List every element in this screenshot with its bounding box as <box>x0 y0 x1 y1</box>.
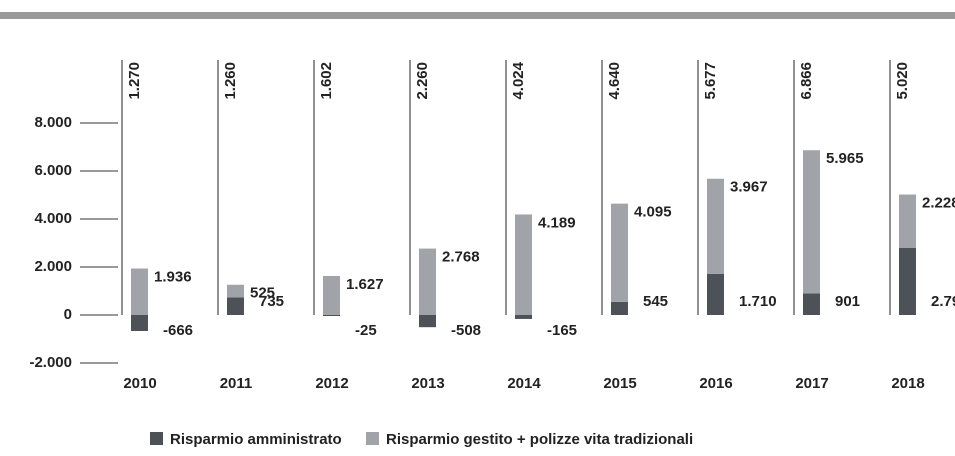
x-tick-label: 2018 <box>891 375 924 392</box>
bar <box>515 315 532 319</box>
bar <box>323 275 340 315</box>
data-label: -165 <box>547 322 577 339</box>
total-label: 6.866 <box>798 62 815 100</box>
x-tick-label: 2012 <box>315 375 348 392</box>
total-label: 1.270 <box>126 62 143 100</box>
data-label: 545 <box>643 293 668 310</box>
x-tick-label: 2016 <box>699 375 732 392</box>
legend-label: Risparmio amministrato <box>170 431 342 448</box>
y-tick-label: 8.000 <box>34 114 72 131</box>
x-tick-label: 2015 <box>603 375 636 392</box>
x-tick-label: 2013 <box>411 375 444 392</box>
total-label: 4.640 <box>606 62 623 100</box>
bar <box>419 315 436 328</box>
data-label: 4.189 <box>538 214 576 231</box>
total-label: 2.260 <box>414 62 431 100</box>
bar <box>227 297 244 315</box>
data-label: 735 <box>259 293 284 310</box>
data-label: 1.627 <box>346 276 384 293</box>
data-label: -508 <box>451 322 481 339</box>
data-label: 3.967 <box>730 179 768 196</box>
data-label: 2.228 <box>922 194 955 211</box>
total-label: 1.602 <box>318 62 335 100</box>
data-label: 2.792 <box>931 293 955 310</box>
bar <box>803 150 820 294</box>
data-label: -25 <box>355 322 377 339</box>
data-label: 2.768 <box>442 249 480 266</box>
bar <box>707 273 724 315</box>
y-tick-label: 2.000 <box>34 258 72 275</box>
y-tick-label: 0 <box>64 306 72 323</box>
x-tick-label: 2017 <box>795 375 828 392</box>
data-label: -666 <box>163 322 193 339</box>
data-label: 1.936 <box>154 269 192 286</box>
bar <box>227 284 244 298</box>
legend-swatch <box>150 432 163 445</box>
y-tick-label: 6.000 <box>34 162 72 179</box>
bar <box>611 301 628 315</box>
bar <box>419 248 436 315</box>
bar <box>899 247 916 315</box>
bar <box>131 315 148 331</box>
bar <box>131 268 148 315</box>
legend-swatch <box>366 432 379 445</box>
top-band <box>0 12 955 19</box>
bar <box>323 315 340 316</box>
data-label: 5.965 <box>826 150 864 167</box>
data-label: 901 <box>835 293 860 310</box>
x-tick-label: 2011 <box>220 375 253 392</box>
bar <box>899 194 916 248</box>
bar <box>611 203 628 302</box>
bar <box>707 178 724 274</box>
total-label: 5.020 <box>894 62 911 100</box>
x-tick-label: 2014 <box>507 375 541 392</box>
legend-label: Risparmio gestito + polizze vita tradizi… <box>386 431 693 448</box>
bar <box>803 293 820 315</box>
data-label: 4.095 <box>634 204 672 221</box>
data-label: 525 <box>250 285 275 302</box>
y-tick-label: -2.000 <box>29 354 72 371</box>
bar <box>515 214 532 315</box>
total-label: 5.677 <box>702 62 719 100</box>
y-tick-label: 4.000 <box>34 210 72 227</box>
total-label: 1.260 <box>222 62 239 100</box>
x-tick-label: 2010 <box>123 375 156 392</box>
data-label: 1.710 <box>739 293 777 310</box>
total-label: 4.024 <box>510 61 527 99</box>
